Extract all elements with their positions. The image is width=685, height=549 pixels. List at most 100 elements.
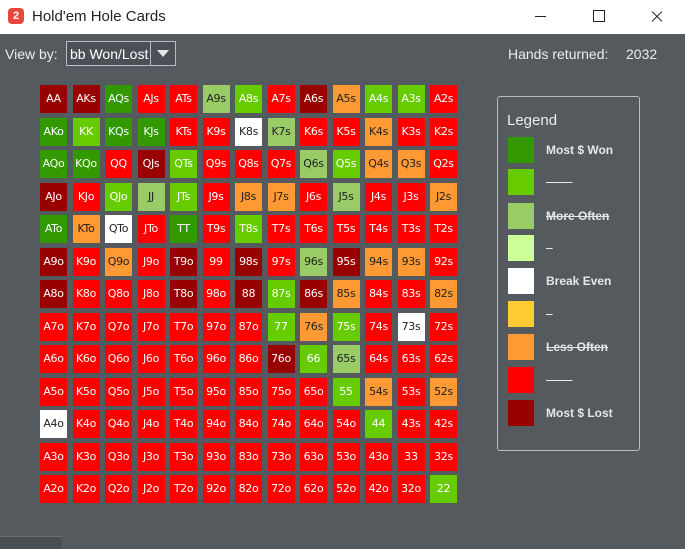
hand-cell[interactable]: 94s [365, 247, 392, 276]
hand-cell[interactable]: K8o [72, 280, 100, 308]
hand-cell[interactable]: 32s [430, 442, 457, 471]
hand-cell[interactable]: 87o [235, 312, 262, 341]
hand-cell[interactable]: T4s [365, 215, 392, 243]
hand-cell[interactable]: 93s [397, 247, 425, 276]
hand-cell[interactable]: 65s [332, 345, 360, 373]
hand-cell[interactable]: A2s [430, 85, 457, 113]
hand-cell[interactable]: QJs [137, 150, 165, 178]
hand-cell[interactable]: Q6s [300, 150, 327, 178]
hand-cell[interactable]: K7s [267, 117, 295, 146]
hand-cell[interactable]: 92o [202, 475, 230, 503]
hand-cell[interactable]: 84o [235, 410, 262, 438]
close-icon[interactable] [634, 0, 680, 34]
hand-cell[interactable]: T5o [170, 377, 197, 406]
hand-cell[interactable]: Q8s [235, 150, 262, 178]
hand-cell[interactable]: 63s [397, 345, 425, 373]
hand-cell[interactable]: 44 [365, 410, 392, 438]
hand-cell[interactable]: 96o [202, 345, 230, 373]
hand-cell[interactable]: 93o [202, 442, 230, 471]
hand-cell[interactable]: Q2s [430, 150, 457, 178]
hand-cell[interactable]: A4o [40, 410, 67, 438]
hand-cell[interactable]: 22 [430, 475, 457, 503]
hand-cell[interactable]: 74s [365, 312, 392, 341]
hand-cell[interactable]: KQo [72, 150, 100, 178]
hand-cell[interactable]: KJo [72, 182, 100, 211]
hand-cell[interactable]: AA [40, 85, 67, 113]
hand-cell[interactable]: K9s [202, 117, 230, 146]
hand-cell[interactable]: 97o [202, 312, 230, 341]
hand-cell[interactable]: J6s [300, 182, 327, 211]
hand-cell[interactable]: J9o [137, 247, 165, 276]
hand-cell[interactable]: T8s [235, 215, 262, 243]
hand-cell[interactable]: 62o [300, 475, 327, 503]
hand-cell[interactable]: Q4s [365, 150, 392, 178]
hand-cell[interactable]: 83o [235, 442, 262, 471]
hand-cell[interactable]: Q2o [105, 475, 132, 503]
hand-cell[interactable]: 85s [332, 280, 360, 308]
hand-cell[interactable]: J7s [267, 182, 295, 211]
hand-cell[interactable]: 53s [397, 377, 425, 406]
hand-cell[interactable]: T2s [430, 215, 457, 243]
hand-cell[interactable]: K6o [72, 345, 100, 373]
hand-cell[interactable]: 76o [267, 345, 295, 373]
hand-cell[interactable]: J4o [137, 410, 165, 438]
hand-cell[interactable]: KTs [170, 117, 197, 146]
hand-cell[interactable]: Q9o [105, 247, 132, 276]
hand-cell[interactable]: T6s [300, 215, 327, 243]
hand-cell[interactable]: T2o [170, 475, 197, 503]
hand-cell[interactable]: A9s [202, 85, 230, 113]
hand-cell[interactable]: 62s [430, 345, 457, 373]
hand-cell[interactable]: 66 [300, 345, 327, 373]
hand-cell[interactable]: QTo [105, 215, 132, 243]
hand-cell[interactable]: 94o [202, 410, 230, 438]
hand-cell[interactable]: J2s [430, 182, 457, 211]
hand-cell[interactable]: J5o [137, 377, 165, 406]
hand-cell[interactable]: T3o [170, 442, 197, 471]
hand-cell[interactable]: 77 [267, 312, 295, 341]
hand-cell[interactable]: A8o [40, 280, 67, 308]
hand-cell[interactable]: 98s [235, 247, 262, 276]
hand-cell[interactable]: Q7s [267, 150, 295, 178]
hand-cell[interactable]: 96s [300, 247, 327, 276]
hand-cell[interactable]: 64s [365, 345, 392, 373]
hand-cell[interactable]: A8s [235, 85, 262, 113]
hand-cell[interactable]: Q3s [397, 150, 425, 178]
hand-cell[interactable]: A5o [40, 377, 67, 406]
chevron-down-icon[interactable] [150, 42, 175, 65]
hand-cell[interactable]: 33 [397, 442, 425, 471]
hand-cell[interactable]: 43s [397, 410, 425, 438]
hand-cell[interactable]: 53o [332, 442, 360, 471]
hand-cell[interactable]: K3o [72, 442, 100, 471]
hand-cell[interactable]: 64o [300, 410, 327, 438]
hand-cell[interactable]: 88 [235, 280, 262, 308]
hand-cell[interactable]: 65o [300, 377, 327, 406]
hand-cell[interactable]: T7o [170, 312, 197, 341]
hand-cell[interactable]: K3s [397, 117, 425, 146]
hand-cell[interactable]: 95o [202, 377, 230, 406]
hand-cell[interactable]: Q5s [332, 150, 360, 178]
hand-cell[interactable]: ATo [40, 215, 67, 243]
hand-cell[interactable]: 55 [332, 377, 360, 406]
hand-cell[interactable]: K9o [72, 247, 100, 276]
hand-cell[interactable]: A5s [332, 85, 360, 113]
hand-cell[interactable]: K5o [72, 377, 100, 406]
hand-cell[interactable]: K2s [430, 117, 457, 146]
hand-cell[interactable]: J3o [137, 442, 165, 471]
hand-cell[interactable]: 72s [430, 312, 457, 341]
hand-cell[interactable]: 74o [267, 410, 295, 438]
hand-cell[interactable]: 63o [300, 442, 327, 471]
hand-cell[interactable]: 76s [300, 312, 327, 341]
hand-cell[interactable]: A4s [365, 85, 392, 113]
hand-cell[interactable]: K4o [72, 410, 100, 438]
hand-cell[interactable]: K4s [365, 117, 392, 146]
hand-cell[interactable]: Q5o [105, 377, 132, 406]
hand-cell[interactable]: T9s [202, 215, 230, 243]
hand-cell[interactable]: Q6o [105, 345, 132, 373]
hand-cell[interactable]: QTs [170, 150, 197, 178]
hand-cell[interactable]: 75o [267, 377, 295, 406]
hand-cell[interactable]: 86s [300, 280, 327, 308]
hand-cell[interactable]: A6o [40, 345, 67, 373]
hand-cell[interactable]: QQ [105, 150, 132, 178]
hand-cell[interactable]: KK [72, 117, 100, 146]
hand-cell[interactable]: K5s [332, 117, 360, 146]
